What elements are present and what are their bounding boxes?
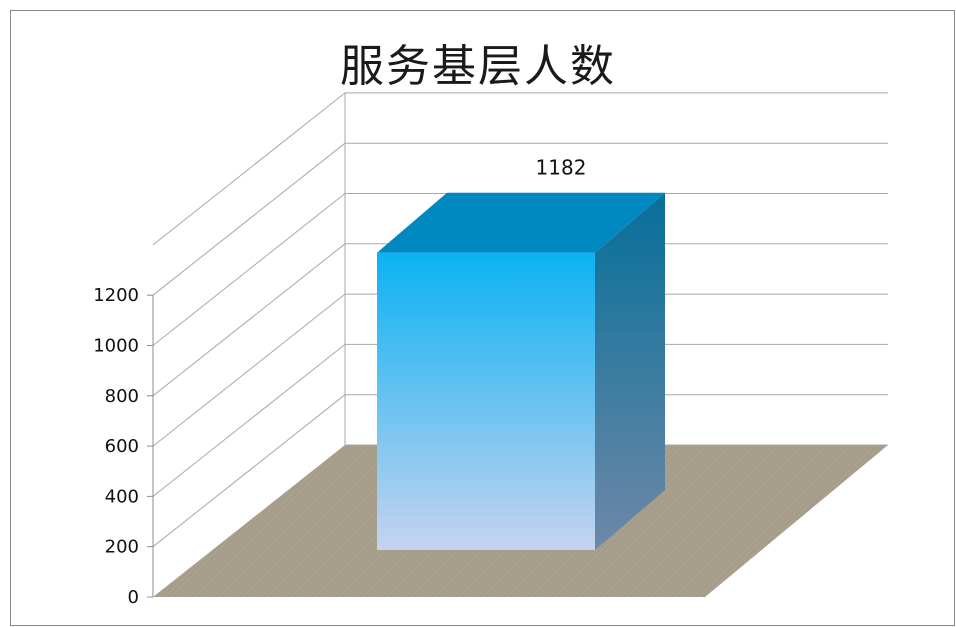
y-tick-label: 1200 [93,285,139,306]
gridline-side [152,344,346,497]
bar-side-face [595,192,665,551]
gridline-side [152,193,346,346]
y-tick-label: 1000 [93,336,139,357]
y-tick-label: 0 [128,587,139,608]
gridline-side [152,394,346,548]
bar-front-face [377,252,595,551]
y-tick-label: 400 [105,486,139,507]
y-tick-label: 200 [105,537,139,558]
gridline-side [152,92,346,246]
bar-top-face [377,192,665,253]
bar-data-label: 1182 [536,156,587,180]
chart-title: 服务基层人数 [340,41,616,92]
y-tick-label: 800 [105,386,139,407]
y-tick-label: 600 [105,436,139,457]
gridline-side [152,293,346,447]
gridline-side [152,142,346,296]
gridline-side [152,243,346,397]
